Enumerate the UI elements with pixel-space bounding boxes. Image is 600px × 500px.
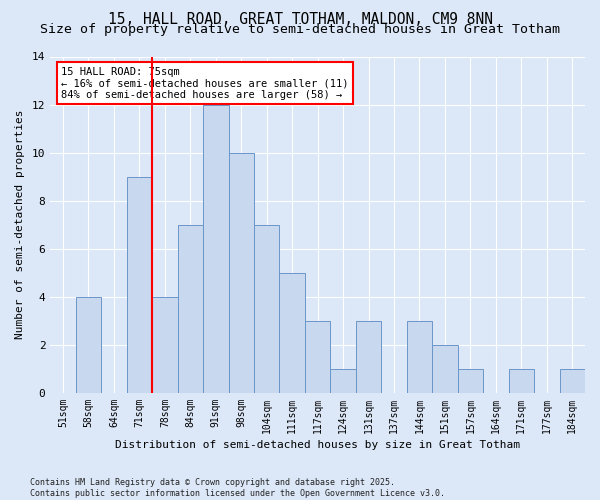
Bar — [76, 297, 101, 393]
Bar — [280, 273, 305, 393]
Bar — [203, 104, 229, 393]
Bar — [229, 152, 254, 393]
Bar — [432, 345, 458, 393]
Bar — [305, 321, 331, 393]
Bar — [356, 321, 382, 393]
Text: 15 HALL ROAD: 75sqm
← 16% of semi-detached houses are smaller (11)
84% of semi-d: 15 HALL ROAD: 75sqm ← 16% of semi-detach… — [61, 66, 349, 100]
Bar — [331, 369, 356, 393]
Bar — [407, 321, 432, 393]
Bar — [254, 224, 280, 393]
Text: Size of property relative to semi-detached houses in Great Totham: Size of property relative to semi-detach… — [40, 22, 560, 36]
Bar — [458, 369, 483, 393]
Bar — [178, 224, 203, 393]
Text: 15, HALL ROAD, GREAT TOTHAM, MALDON, CM9 8NN: 15, HALL ROAD, GREAT TOTHAM, MALDON, CM9… — [107, 12, 493, 28]
Y-axis label: Number of semi-detached properties: Number of semi-detached properties — [15, 110, 25, 340]
Bar — [127, 176, 152, 393]
Bar — [509, 369, 534, 393]
Bar — [560, 369, 585, 393]
Bar — [152, 297, 178, 393]
Text: Contains HM Land Registry data © Crown copyright and database right 2025.
Contai: Contains HM Land Registry data © Crown c… — [30, 478, 445, 498]
X-axis label: Distribution of semi-detached houses by size in Great Totham: Distribution of semi-detached houses by … — [115, 440, 520, 450]
